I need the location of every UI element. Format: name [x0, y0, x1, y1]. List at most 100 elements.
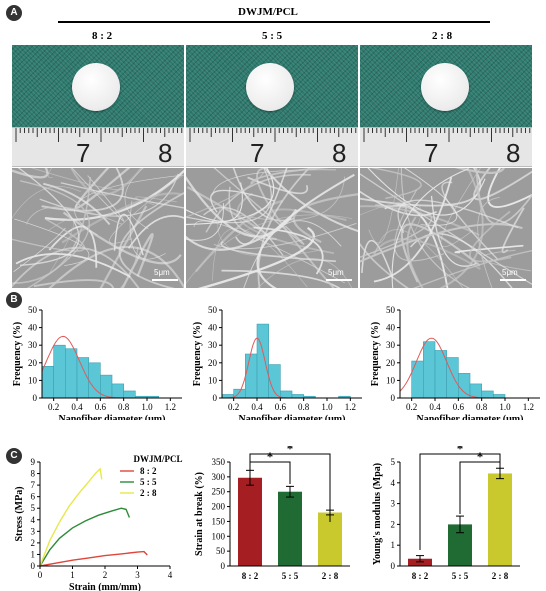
y-tick-label: 30 — [28, 340, 38, 350]
nanofiber — [71, 168, 125, 222]
significance-bracket — [459, 461, 501, 514]
sem-image-1: 5μm — [12, 168, 184, 288]
fabric-photo-2 — [186, 45, 358, 127]
stress-curve-3 — [39, 467, 103, 567]
y-tick-label: 40 — [208, 323, 218, 333]
x-tick-label: 1.2 — [345, 402, 356, 412]
y-axis-label: Frequency (%) — [370, 322, 381, 387]
y-tick-label: 10 — [208, 375, 218, 385]
nanofiber — [247, 176, 309, 195]
y-tick-label: 350 — [212, 457, 226, 467]
x-tick-label: 8 : 2 — [412, 571, 429, 581]
sample-disc-2 — [246, 63, 294, 111]
ruler-number-7: 7 — [424, 138, 439, 167]
x-tick-label: 0.2 — [406, 402, 417, 412]
ruler-number-8: 8 — [158, 138, 173, 167]
nanofiber — [213, 168, 305, 245]
ruler-ticks-3 — [363, 128, 531, 142]
x-tick-label: 3 — [135, 570, 140, 580]
y-tick-label: 5 — [31, 503, 36, 513]
nanofiber — [439, 168, 484, 288]
header-title: DWJM/PCL — [238, 6, 298, 18]
y-tick-label: 40 — [386, 323, 396, 333]
nanofiber — [269, 208, 347, 222]
y-tick-label: 150 — [212, 516, 226, 526]
nanofiber — [25, 206, 123, 225]
nanofiber — [47, 219, 74, 276]
x-tick-label: 0.6 — [453, 402, 465, 412]
histogram-bar — [245, 353, 258, 399]
x-tick-label: 0.4 — [71, 402, 83, 412]
bar — [238, 477, 262, 566]
nanofiber — [12, 176, 92, 284]
x-axis-label: Strain (mm/mm) — [69, 582, 141, 591]
gaussian-fit-curve — [222, 337, 351, 399]
histogram-bar — [256, 323, 269, 399]
nanofiber — [367, 168, 486, 216]
histogram-bar — [411, 360, 424, 399]
x-tick-label: 4 — [168, 570, 173, 580]
sem-image-2: 5μm — [186, 168, 358, 288]
y-axis-label: Strain at break (%) — [194, 472, 205, 556]
scale-label-3: 5μm — [502, 268, 518, 277]
nanofiber — [403, 168, 458, 226]
bar — [408, 558, 432, 566]
nanofiber — [237, 176, 346, 221]
nanofiber — [13, 227, 66, 272]
ruler-1: 7 8 — [12, 127, 184, 167]
ruler-2: 7 8 — [186, 127, 358, 167]
nanofiber — [44, 169, 184, 221]
y-tick-label: 20 — [386, 358, 396, 368]
nanofiber — [454, 244, 524, 254]
x-tick-label: 1.0 — [141, 402, 153, 412]
y-tick-label: 300 — [212, 472, 226, 482]
significance-star: * — [457, 446, 464, 456]
histogram-bar — [111, 383, 124, 399]
nanofiber — [99, 205, 148, 288]
x-tick-label: 1.0 — [321, 402, 333, 412]
x-tick-label: 0.2 — [48, 402, 59, 412]
y-tick-label: 4 — [31, 515, 36, 525]
nanofiber — [135, 196, 177, 206]
x-tick-label: 1.0 — [499, 402, 511, 412]
nanofiber — [374, 229, 464, 288]
nanofiber — [394, 189, 445, 262]
histogram-bar — [65, 348, 78, 399]
nanofiber — [368, 168, 399, 244]
nanofiber — [391, 168, 469, 288]
nanofiber — [397, 199, 519, 234]
nanofiber — [221, 269, 341, 288]
x-tick-label: 0.8 — [476, 402, 488, 412]
y-tick-label: 50 — [216, 546, 226, 556]
x-tick-label: 1.2 — [523, 402, 534, 412]
nanofiber — [120, 247, 139, 288]
nanofiber — [41, 168, 124, 212]
nanofiber — [186, 214, 353, 284]
nanofiber — [12, 186, 81, 219]
nanofiber — [43, 182, 111, 226]
nanofiber — [243, 220, 342, 288]
nanofiber — [369, 168, 422, 200]
x-tick-label: 5 : 5 — [452, 571, 469, 581]
nanofiber — [360, 205, 480, 236]
panel-c-letter: C — [6, 448, 22, 464]
nanofiber — [360, 223, 523, 263]
legend-label: 8 : 2 — [140, 466, 157, 476]
nanofiber — [406, 216, 424, 288]
x-tick-label: 2 : 8 — [322, 571, 339, 581]
y-tick-label: 5 — [391, 457, 396, 467]
ruler-number-7: 7 — [76, 138, 91, 167]
bar — [278, 491, 302, 566]
x-axis-label: Nanofiber diameter (μm) — [239, 414, 346, 420]
nanofiber — [186, 203, 224, 241]
y-axis-label: Young's modulus (Mpa) — [372, 463, 383, 565]
histogram-panel: 0 10 20 30 40 50 0.2 0.4 0.6 0.8 1.0 1.2 Nanofiber d… — [12, 305, 540, 420]
nanofiber — [257, 168, 311, 288]
x-tick-label: 0.8 — [118, 402, 130, 412]
youngs-modulus-chart: 8 : 2 5 : 5 2 : 8 0 1 2 3 4 5 Young's modulus (Mp… — [372, 446, 520, 581]
y-tick-label: 50 — [28, 305, 38, 315]
bar — [488, 473, 512, 566]
significance-star: * — [287, 446, 294, 456]
y-axis-label: Frequency (%) — [12, 322, 23, 387]
